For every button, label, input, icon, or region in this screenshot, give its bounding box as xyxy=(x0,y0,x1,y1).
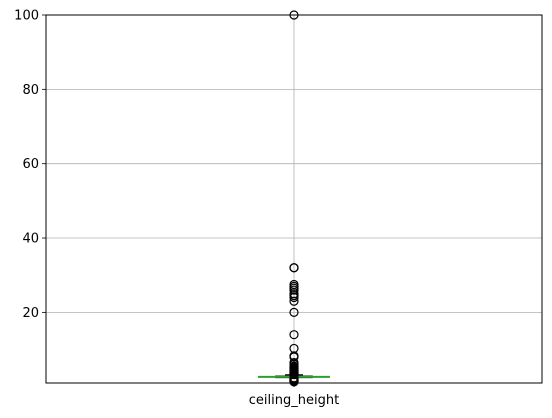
outlier-point xyxy=(289,292,299,303)
y-axis: 20 40 60 80 100 xyxy=(14,9,46,321)
outlier-point xyxy=(289,307,299,317)
outlier-point xyxy=(289,296,299,306)
y-tick-label: 20 xyxy=(22,306,39,321)
y-tick-label: 100 xyxy=(14,9,39,24)
y-tick-label: 80 xyxy=(22,83,39,98)
y-tick-label: 60 xyxy=(22,157,39,172)
x-tick-label: ceiling_height xyxy=(249,393,339,408)
grid-layer xyxy=(46,14,542,383)
outlier-point xyxy=(289,263,299,273)
x-axis: ceiling_height xyxy=(249,383,339,408)
y-tick-label: 40 xyxy=(22,232,39,247)
outlier-point xyxy=(289,330,299,340)
